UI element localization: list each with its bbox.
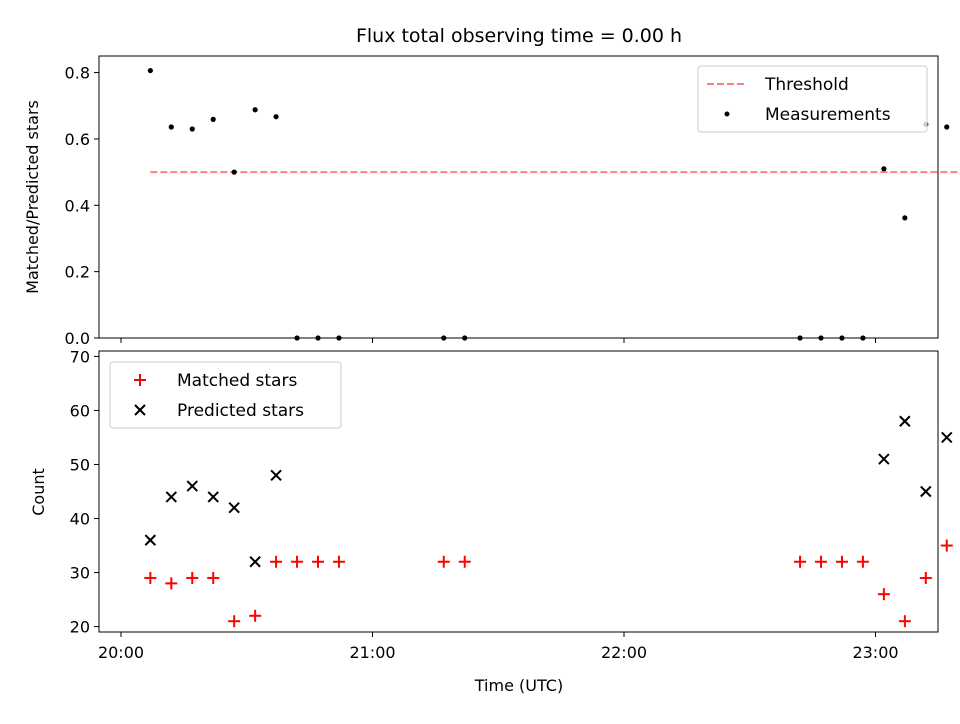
matched-stars-point bbox=[332, 555, 345, 568]
measurement-point bbox=[189, 126, 195, 132]
legend-predicted-marker bbox=[134, 404, 146, 416]
predicted-stars-point bbox=[941, 431, 953, 444]
bottom-axes-frame bbox=[98, 350, 939, 633]
top-y-axis-label: Matched/Predicted stars bbox=[23, 100, 42, 294]
measurement-point bbox=[210, 116, 216, 122]
predicted-stars-point bbox=[920, 485, 932, 498]
predicted-stars-point bbox=[270, 469, 282, 481]
y-tick-label: 0.0 bbox=[65, 329, 90, 348]
measurement-point bbox=[902, 215, 908, 221]
matched-stars-point bbox=[165, 577, 178, 590]
legend-measurements-marker bbox=[724, 111, 730, 117]
predicted-stars-point bbox=[144, 534, 157, 546]
matched-stars-point bbox=[458, 555, 471, 568]
legend-threshold-label: Threshold bbox=[764, 75, 849, 95]
measurement-point bbox=[881, 166, 887, 172]
top-y-ticks: 0.0 0.2 0.4 0.6 0.8 bbox=[65, 64, 99, 348]
matched-stars-point bbox=[249, 609, 262, 622]
measurement-point bbox=[147, 67, 153, 74]
matched-stars-point bbox=[794, 555, 807, 568]
matched-stars-point bbox=[815, 555, 828, 568]
matched-stars-point bbox=[291, 555, 304, 568]
predicted-stars-point bbox=[249, 556, 261, 568]
measurement-point bbox=[168, 124, 174, 130]
bottom-y-ticks: 20 30 40 50 60 70 bbox=[70, 347, 99, 637]
matched-stars-point bbox=[919, 571, 932, 584]
matched-stars-point bbox=[856, 555, 869, 568]
matched-stars-point bbox=[228, 615, 241, 628]
y-tick-label: 50 bbox=[70, 455, 90, 474]
predicted-stars-point bbox=[207, 491, 219, 503]
legend-measurements-label: Measurements bbox=[765, 105, 891, 125]
y-tick-label: 0.6 bbox=[65, 130, 90, 149]
measurement-point bbox=[273, 114, 279, 120]
y-tick-label: 0.8 bbox=[65, 64, 90, 83]
y-tick-label: 20 bbox=[70, 618, 90, 637]
top-legend: Threshold Measurements bbox=[697, 65, 928, 133]
matched-stars-point bbox=[207, 571, 220, 584]
top-axes-frame bbox=[98, 55, 939, 339]
y-tick-label: 60 bbox=[70, 401, 90, 420]
predicted-stars-point bbox=[186, 480, 198, 492]
chart-title: Flux total observing time = 0.00 h bbox=[356, 25, 682, 47]
matched-stars-point bbox=[437, 555, 450, 568]
matched-stars-point bbox=[877, 588, 890, 601]
legend-matched-label: Matched stars bbox=[177, 371, 297, 391]
matched-stars-point bbox=[898, 615, 911, 628]
predicted-stars-point bbox=[228, 502, 240, 514]
y-tick-label: 0.4 bbox=[65, 196, 90, 215]
x-tick-label: 20:00 bbox=[98, 643, 144, 662]
bottom-plot-area bbox=[144, 415, 953, 628]
bottom-y-axis-label: Count bbox=[29, 468, 48, 516]
legend-predicted-label: Predicted stars bbox=[177, 401, 304, 421]
predicted-stars-point bbox=[165, 491, 178, 503]
top-axes: 0.00.20.40.60.8 Matched/Predicted stars … bbox=[23, 55, 960, 348]
x-axis-label: Time (UTC) bbox=[474, 676, 563, 695]
predicted-stars-point bbox=[899, 415, 911, 427]
top-legend-box bbox=[697, 65, 928, 133]
y-tick-label: 30 bbox=[70, 564, 90, 583]
measurement-point bbox=[252, 107, 258, 113]
x-tick-label: 22:00 bbox=[601, 643, 647, 662]
measurement-point bbox=[231, 169, 237, 175]
matched-stars-point bbox=[940, 539, 953, 552]
x-tick-label: 21:00 bbox=[349, 643, 395, 662]
top-x-ticks bbox=[120, 338, 876, 343]
bottom-legend-box bbox=[109, 361, 342, 429]
matched-stars-point bbox=[186, 571, 199, 584]
matched-stars-point bbox=[270, 555, 283, 568]
matched-stars-point bbox=[835, 555, 848, 568]
y-tick-label: 40 bbox=[70, 510, 90, 529]
matched-stars-point bbox=[144, 571, 157, 584]
x-tick-label: 23:00 bbox=[852, 643, 898, 662]
y-tick-label: 0.2 bbox=[65, 263, 90, 282]
bottom-legend: Matched stars Predicted stars bbox=[109, 361, 342, 429]
predicted-stars-point bbox=[878, 453, 890, 465]
legend-matched-marker bbox=[134, 374, 146, 386]
y-tick-label: 70 bbox=[70, 347, 90, 366]
matched-stars-point bbox=[312, 555, 325, 568]
measurement-point bbox=[944, 124, 950, 130]
